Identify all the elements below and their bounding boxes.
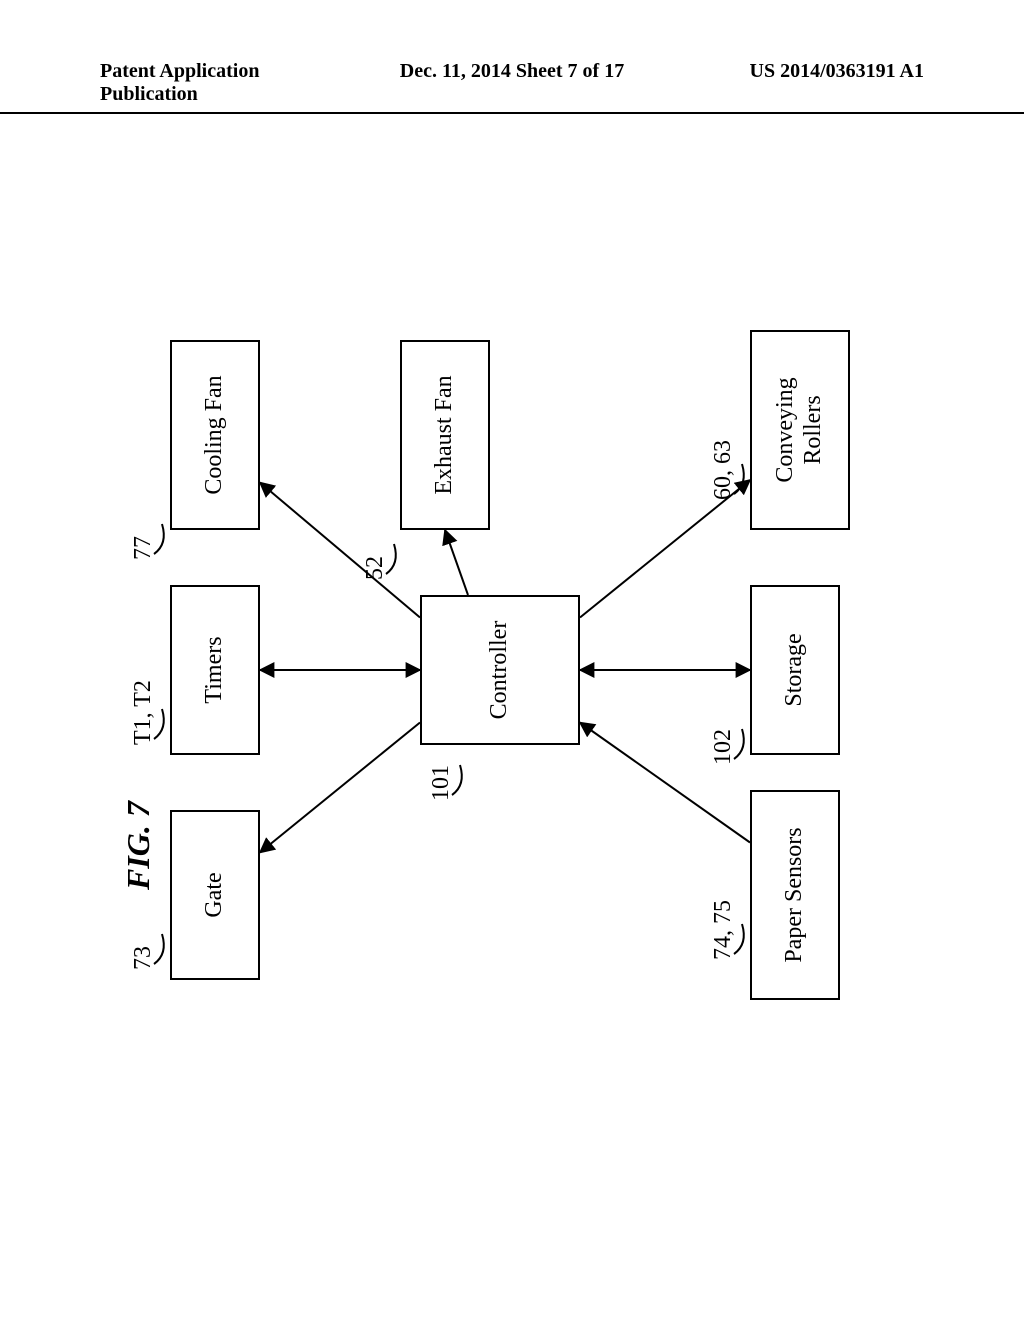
- edge-controller-gate: [260, 723, 420, 853]
- edge-controller-conveying: [580, 480, 750, 618]
- edge-controller-exhaustfan: [445, 530, 468, 595]
- page-header: Patent Application Publication Dec. 11, …: [0, 60, 1024, 114]
- node-conveying: ConveyingRollers: [750, 330, 850, 530]
- header-row: Patent Application Publication Dec. 11, …: [0, 60, 1024, 106]
- node-coolingfan: Cooling Fan: [170, 340, 260, 530]
- page: Patent Application Publication Dec. 11, …: [0, 0, 1024, 1320]
- node-timers: Timers: [170, 585, 260, 755]
- diagram-canvas: Controller101Gate73TimersT1, T2Cooling F…: [50, 320, 950, 1020]
- node-exhaustfan: Exhaust Fan: [400, 340, 490, 530]
- header-left: Patent Application Publication: [0, 60, 335, 106]
- node-papersensors: Paper Sensors: [750, 790, 840, 1000]
- node-controller: Controller: [420, 595, 580, 745]
- node-gate: Gate: [170, 810, 260, 980]
- header-right: US 2014/0363191 A1: [689, 60, 1024, 106]
- header-center: Dec. 11, 2014 Sheet 7 of 17: [335, 60, 688, 106]
- node-storage: Storage: [750, 585, 840, 755]
